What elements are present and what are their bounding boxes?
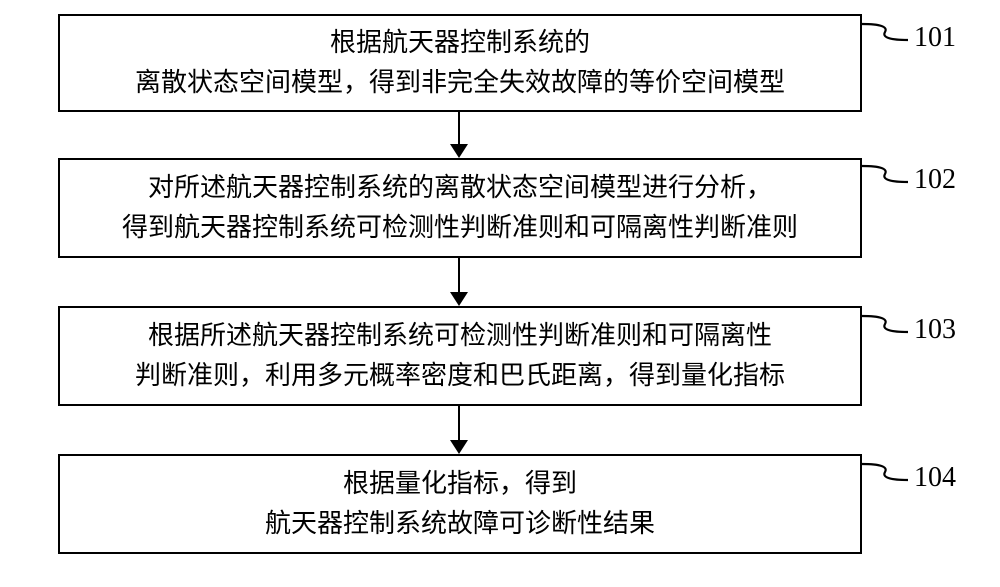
step-104-line1: 根据量化指标，得到 bbox=[343, 464, 577, 504]
step-102-line2: 得到航天器控制系统可检测性判断准则和可隔离性判断准则 bbox=[122, 208, 798, 248]
connector-curve-101 bbox=[858, 20, 912, 44]
arrow-shaft-1 bbox=[458, 112, 461, 144]
step-104-line2: 航天器控制系统故障可诊断性结果 bbox=[265, 504, 655, 544]
step-101-line2: 离散状态空间模型，得到非完全失效故障的等价空间模型 bbox=[135, 63, 785, 103]
arrow-head-1 bbox=[450, 144, 468, 158]
step-box-101: 根据航天器控制系统的 离散状态空间模型，得到非完全失效故障的等价空间模型 bbox=[58, 14, 862, 112]
step-box-103: 根据所述航天器控制系统可检测性判断准则和可隔离性 判断准则，利用多元概率密度和巴… bbox=[58, 306, 862, 406]
step-101-line1: 根据航天器控制系统的 bbox=[330, 23, 590, 63]
flowchart-canvas: 根据航天器控制系统的 离散状态空间模型，得到非完全失效故障的等价空间模型 对所述… bbox=[0, 0, 1000, 587]
step-label-101: 101 bbox=[914, 22, 956, 54]
connector-curve-102 bbox=[858, 162, 912, 186]
arrow-head-2 bbox=[450, 292, 468, 306]
step-label-102: 102 bbox=[914, 164, 956, 196]
step-box-102: 对所述航天器控制系统的离散状态空间模型进行分析， 得到航天器控制系统可检测性判断… bbox=[58, 158, 862, 258]
step-label-104: 104 bbox=[914, 462, 956, 494]
arrow-head-3 bbox=[450, 440, 468, 454]
arrow-shaft-2 bbox=[458, 258, 461, 292]
connector-curve-104 bbox=[858, 460, 912, 484]
arrow-shaft-3 bbox=[458, 406, 461, 440]
step-103-line1: 根据所述航天器控制系统可检测性判断准则和可隔离性 bbox=[148, 316, 772, 356]
step-box-104: 根据量化指标，得到 航天器控制系统故障可诊断性结果 bbox=[58, 454, 862, 554]
step-103-line2: 判断准则，利用多元概率密度和巴氏距离，得到量化指标 bbox=[135, 356, 785, 396]
connector-curve-103 bbox=[858, 312, 912, 336]
step-label-103: 103 bbox=[914, 314, 956, 346]
step-102-line1: 对所述航天器控制系统的离散状态空间模型进行分析， bbox=[148, 168, 772, 208]
